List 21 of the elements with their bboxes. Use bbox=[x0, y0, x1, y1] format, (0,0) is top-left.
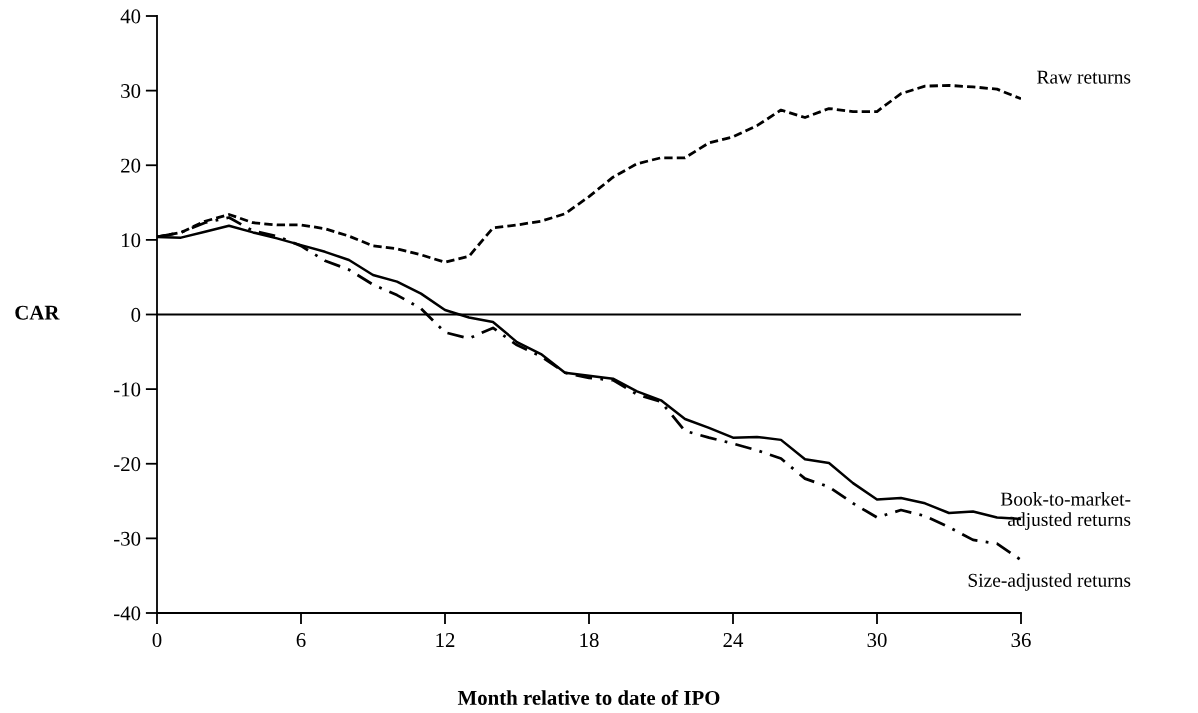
series-label: Book-to-market- adjusted returns bbox=[1000, 491, 1131, 530]
x-axis-title: Month relative to date of IPO bbox=[457, 690, 720, 705]
x-tick-label: 30 bbox=[867, 633, 887, 648]
y-tick-label: -20 bbox=[114, 457, 141, 472]
x-tick-label: 12 bbox=[436, 633, 455, 647]
y-tick-label: 10 bbox=[122, 233, 141, 248]
y-tick-label: 30 bbox=[121, 84, 141, 99]
y-tick-label: 40 bbox=[120, 9, 141, 24]
y-tick-label: 20 bbox=[121, 158, 141, 173]
series-label: Size-adjusted returns bbox=[968, 573, 1131, 591]
x-tick-label: 0 bbox=[152, 633, 162, 648]
y-tick-label: -10 bbox=[114, 382, 141, 397]
x-tick-label: 24 bbox=[723, 633, 744, 647]
y-tick-label: -40 bbox=[114, 606, 141, 621]
y-tick-label: -30 bbox=[114, 531, 141, 546]
y-axis-title: CAR bbox=[15, 305, 60, 320]
series-label: Raw returns bbox=[1037, 70, 1131, 84]
x-tick-label: 18 bbox=[580, 633, 599, 648]
x-tick-label: 36 bbox=[1011, 633, 1031, 648]
y-tick-label: 0 bbox=[131, 307, 141, 322]
x-tick-label: 6 bbox=[296, 633, 306, 648]
